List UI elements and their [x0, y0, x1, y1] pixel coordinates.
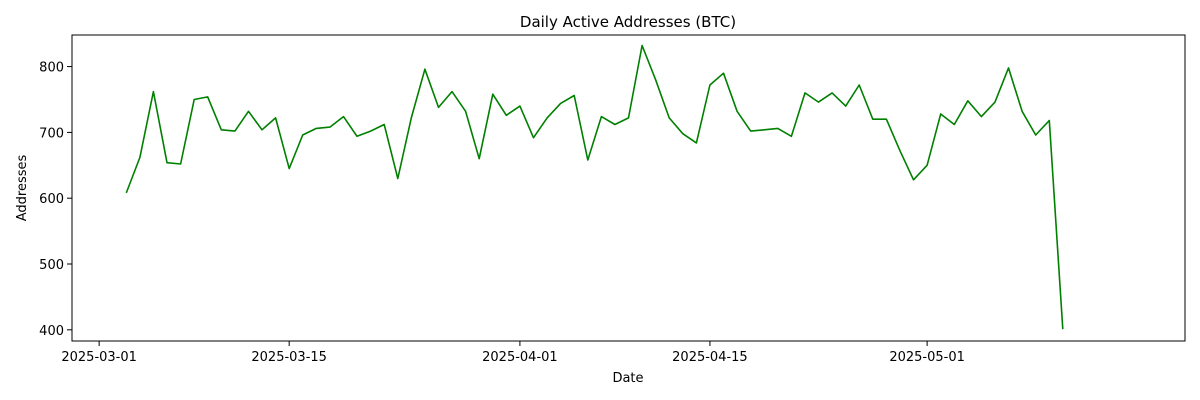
- y-tick-label: 400: [39, 324, 64, 339]
- y-tick-label: 600: [39, 192, 64, 207]
- y-tick-label: 500: [39, 258, 64, 273]
- x-axis-label: Date: [612, 371, 643, 386]
- chart-title: Daily Active Addresses (BTC): [520, 13, 736, 31]
- y-axis-label: Addresses: [15, 155, 30, 222]
- x-tick-label: 2025-04-15: [672, 350, 748, 365]
- x-tick-label: 2025-03-01: [61, 350, 137, 365]
- x-tick-label: 2025-04-01: [482, 350, 558, 365]
- series-line: [125, 44, 1064, 330]
- series-layer: [125, 44, 1064, 330]
- y-tick-label: 800: [39, 61, 64, 76]
- ticks-layer: 2025-03-01 2025-03-15 2025-04-01 2025-04-15…: [39, 61, 965, 365]
- x-tick-label: 2025-03-15: [251, 350, 327, 365]
- y-tick-label: 700: [39, 126, 64, 141]
- plot-frame: [71, 34, 1186, 342]
- x-tick-label: 2025-05-01: [889, 350, 965, 365]
